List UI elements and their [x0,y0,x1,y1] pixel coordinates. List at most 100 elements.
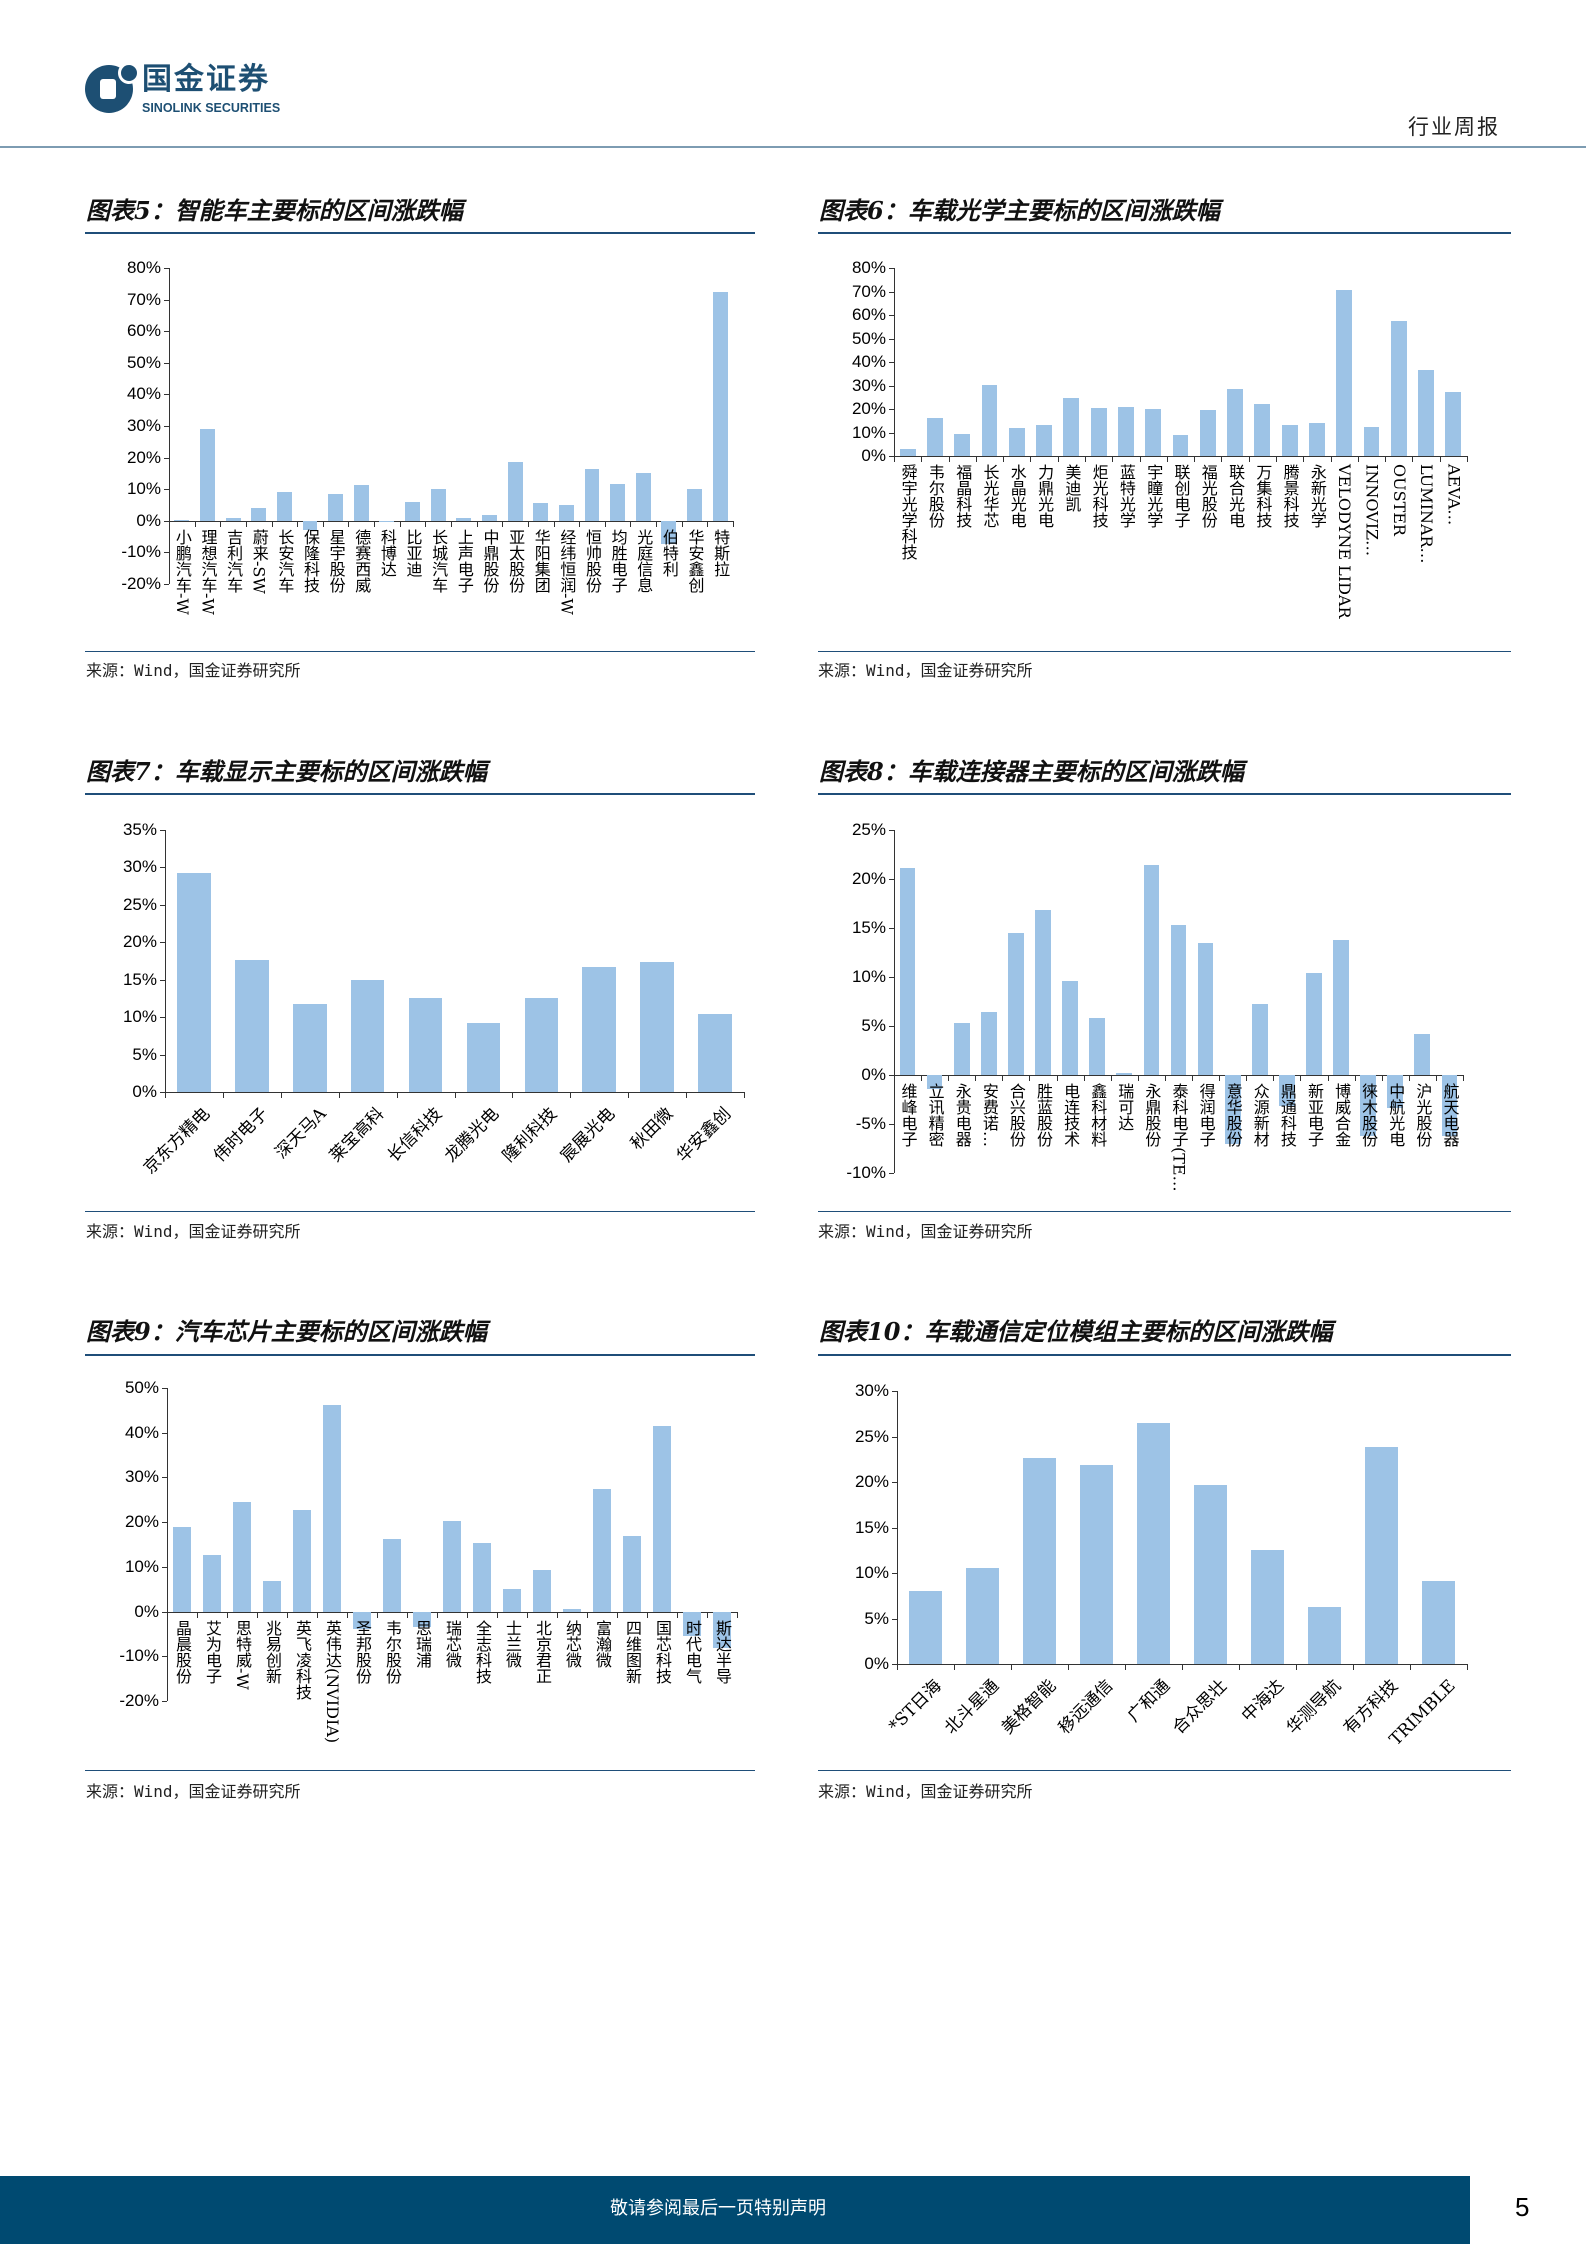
figure-5-title: 图表5：智能车主要标的区间涨跌幅 [86,196,463,225]
x-category-label: 腾景科技 [1280,464,1300,528]
figure-10-source: 来源：Wind，国金证券研究所 [818,1782,1033,1801]
bar-21 [1445,391,1462,456]
y-tick [889,456,894,457]
x-tick [1137,1075,1139,1081]
y-tick [164,457,169,459]
x-tick [165,1092,166,1098]
bar-12 [1199,410,1216,456]
bar-20 [1418,370,1434,456]
x-category-label: 维峰电子 [898,1083,918,1147]
x-category-label: 永鼎股份 [1142,1083,1162,1147]
y-tick [160,979,165,981]
x-axis-line [897,1664,1467,1665]
bar-6 [1036,424,1052,456]
y-axis-line [169,268,170,584]
x-category-label: 联创电子 [1171,464,1191,528]
bar-18 [683,1611,701,1637]
bar-4 [263,1580,281,1612]
x-tick [744,1092,745,1098]
y-tick-label: -20% [119,1691,159,1710]
x-category-label: 炬光科技 [1089,464,1109,528]
y-tick [892,1527,897,1529]
figure-10-title: 图表10：车载通信定位模组主要标的区间涨跌幅 [819,1317,1333,1346]
x-tick [396,1092,398,1098]
figure-9-source-divider [85,1770,755,1771]
x-category-label: 小鹏汽车-W [172,528,192,615]
y-tick-label: 0% [861,1065,886,1084]
x-tick [197,1611,198,1618]
bar-10 [698,1014,732,1092]
bar-12 [456,518,472,521]
x-tick [407,1611,408,1618]
x-category-label: 合兴股份 [1006,1083,1026,1147]
x-tick [527,1611,528,1618]
bar-12 [1197,942,1214,1075]
x-category-label: 晶晨股份 [173,1619,192,1684]
x-category-label: 秋田微 [627,1104,678,1155]
x-category-label: TRIMBLE [1385,1676,1460,1750]
y-tick [164,552,169,554]
x-category-label: 长信科技 [383,1104,446,1167]
bar-14 [1254,404,1271,456]
x-tick [1219,1075,1221,1081]
x-category-label: 新亚电子 [1304,1083,1324,1147]
bar-10 [405,501,420,521]
x-category-label: 星宇股份 [326,528,346,593]
figure-5-title-underline [85,232,755,234]
bar-1 [177,873,211,1092]
x-category-label: 永新光学 [1307,464,1327,528]
y-tick [162,1522,167,1524]
x-category-label: 华安鑫创 [672,1104,736,1167]
y-tick-label: 25% [851,820,886,839]
x-category-label: 英飞凌科技 [293,1619,312,1700]
x-category-label: 上声电子 [454,528,474,593]
bar-1 [173,1526,191,1612]
y-tick-label: 60% [126,321,161,341]
bar-3 [292,1003,327,1092]
bar-9 [1364,1447,1399,1664]
x-tick [1002,1075,1004,1081]
bar-16 [1306,973,1322,1075]
x-tick [553,520,555,527]
x-tick [1439,456,1441,462]
x-category-label: 胜蓝股份 [1034,1083,1054,1147]
x-tick [167,1611,168,1618]
bar-6 [302,520,318,531]
y-tick [162,1566,167,1568]
bar-18 [1360,1075,1376,1136]
y-tick [162,1701,167,1702]
x-tick [617,1611,618,1618]
x-category-label: VELODYNE LIDAR [1335,464,1355,619]
x-category-label: 移远通信 [1054,1676,1117,1739]
bar-8 [353,485,369,521]
bar-8 [1089,1018,1106,1075]
x-tick [647,1611,648,1618]
report-type: 行业周报 [1408,115,1500,139]
y-tick [164,362,169,364]
x-tick [1182,1664,1183,1670]
y-tick-label: -5% [855,1114,886,1133]
y-tick [889,1173,894,1174]
y-tick [889,362,894,363]
bar-16 [558,505,574,521]
bar-4 [981,385,998,456]
x-category-label: 保隆科技 [301,528,320,593]
y-tick-label: -20% [121,574,161,593]
x-category-label: 电连技术 [1061,1083,1081,1147]
figure-6-source-divider [818,651,1511,652]
bar-2 [203,1554,221,1612]
x-category-label: 思特威-W [233,1619,252,1690]
figure-7-source: 来源：Wind，国金证券研究所 [86,1222,301,1241]
x-category-label: 瑞芯微 [443,1619,462,1668]
bar-3 [233,1502,251,1612]
y-tick [164,394,169,396]
y-tick-label: 20% [122,932,157,952]
bar-18 [610,484,626,521]
x-category-label: 吉利汽车 [224,528,244,593]
y-tick [164,331,169,333]
x-tick [338,1092,340,1098]
bar-7 [328,493,344,521]
